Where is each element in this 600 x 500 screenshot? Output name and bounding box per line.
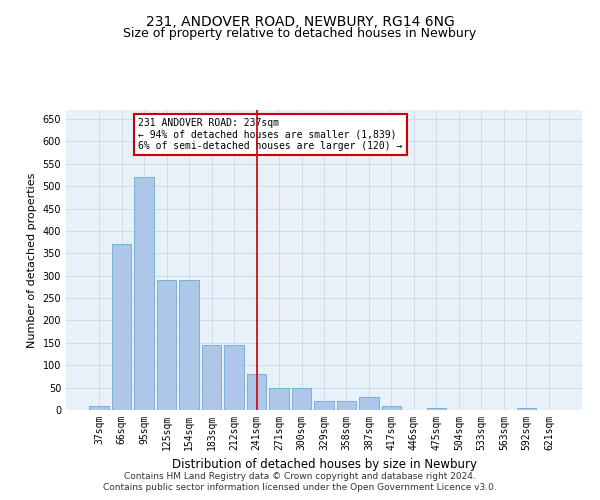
Bar (292, 388, 311, 410)
Bar (134, 177, 154, 410)
Bar (269, 388, 289, 410)
Bar (157, 280, 176, 410)
Bar (359, 396, 379, 410)
Bar (179, 280, 199, 410)
Bar (517, 408, 536, 410)
Bar (427, 408, 446, 410)
Y-axis label: Number of detached properties: Number of detached properties (27, 172, 37, 348)
Bar (224, 345, 244, 410)
X-axis label: Distribution of detached houses by size in Newbury: Distribution of detached houses by size … (172, 458, 476, 471)
Bar (89, 406, 109, 410)
Bar (382, 406, 401, 410)
Text: Size of property relative to detached houses in Newbury: Size of property relative to detached ho… (124, 28, 476, 40)
Bar (247, 374, 266, 410)
Bar (314, 401, 334, 410)
Bar (337, 401, 356, 410)
Text: Contains public sector information licensed under the Open Government Licence v3: Contains public sector information licen… (103, 484, 497, 492)
Text: 231 ANDOVER ROAD: 237sqm
← 94% of detached houses are smaller (1,839)
6% of semi: 231 ANDOVER ROAD: 237sqm ← 94% of detach… (138, 118, 403, 150)
Text: 231, ANDOVER ROAD, NEWBURY, RG14 6NG: 231, ANDOVER ROAD, NEWBURY, RG14 6NG (146, 15, 454, 29)
Bar (202, 345, 221, 410)
Text: Contains HM Land Registry data © Crown copyright and database right 2024.: Contains HM Land Registry data © Crown c… (124, 472, 476, 481)
Bar (112, 244, 131, 410)
